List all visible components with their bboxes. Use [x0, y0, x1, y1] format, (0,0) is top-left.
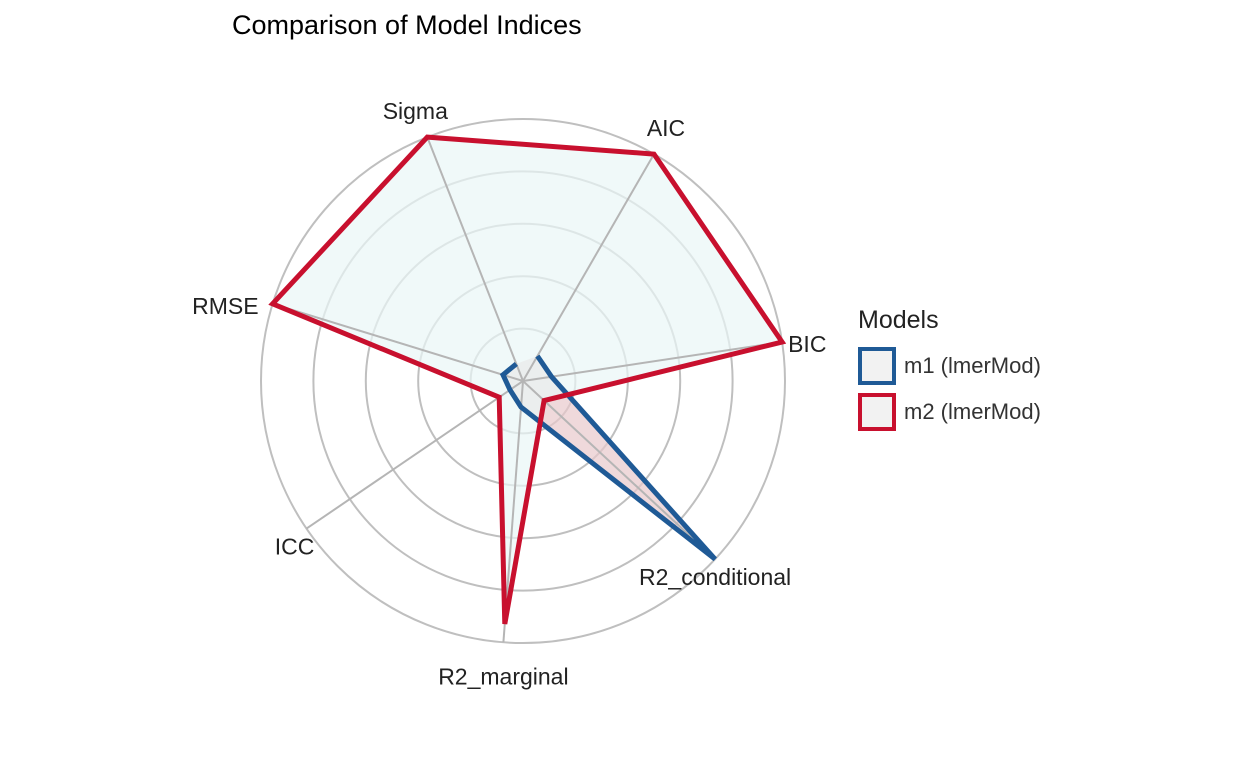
legend-title: Models: [858, 306, 939, 334]
legend-label-m1: m1 (lmerMod): [904, 353, 1041, 378]
axis-label-bic: BIC: [788, 331, 826, 357]
spoke-rmse: [272, 302, 524, 382]
legend-key-m2: [858, 393, 896, 431]
legend: Models m1 (lmerMod) m2 (lmerMod): [858, 306, 1041, 435]
legend-label-m2: m2 (lmerMod): [904, 399, 1041, 424]
spoke-aic: [522, 153, 655, 382]
chart-title: Comparison of Model Indices: [232, 10, 582, 40]
spoke-r2-conditional: [522, 380, 716, 560]
spoke-sigma: [426, 136, 524, 382]
spoke-bic: [522, 341, 783, 382]
legend-item-m1: m1 (lmerMod): [858, 343, 1041, 389]
axis-label-aic: AIC: [647, 115, 685, 141]
axis-label-r2-conditional: R2_conditional: [639, 564, 791, 590]
legend-key-m1: [858, 347, 896, 385]
spoke-icc: [305, 380, 524, 530]
series-line-1: [499, 354, 717, 562]
series-fill-1: [503, 356, 716, 560]
series-line-2: [268, 134, 787, 625]
axis-label-icc: ICC: [275, 534, 315, 560]
axis-label-sigma: Sigma: [383, 98, 448, 124]
axis-label-rmse: RMSE: [192, 293, 258, 319]
axis-label-r2-marginal: R2_marginal: [438, 663, 568, 689]
grid-circle-5: [260, 118, 786, 644]
radar-chart: AIC BIC R2_conditional R2_marginal ICC RMSE Si…: [192, 98, 826, 689]
legend-item-m2: m2 (lmerMod): [858, 389, 1041, 435]
